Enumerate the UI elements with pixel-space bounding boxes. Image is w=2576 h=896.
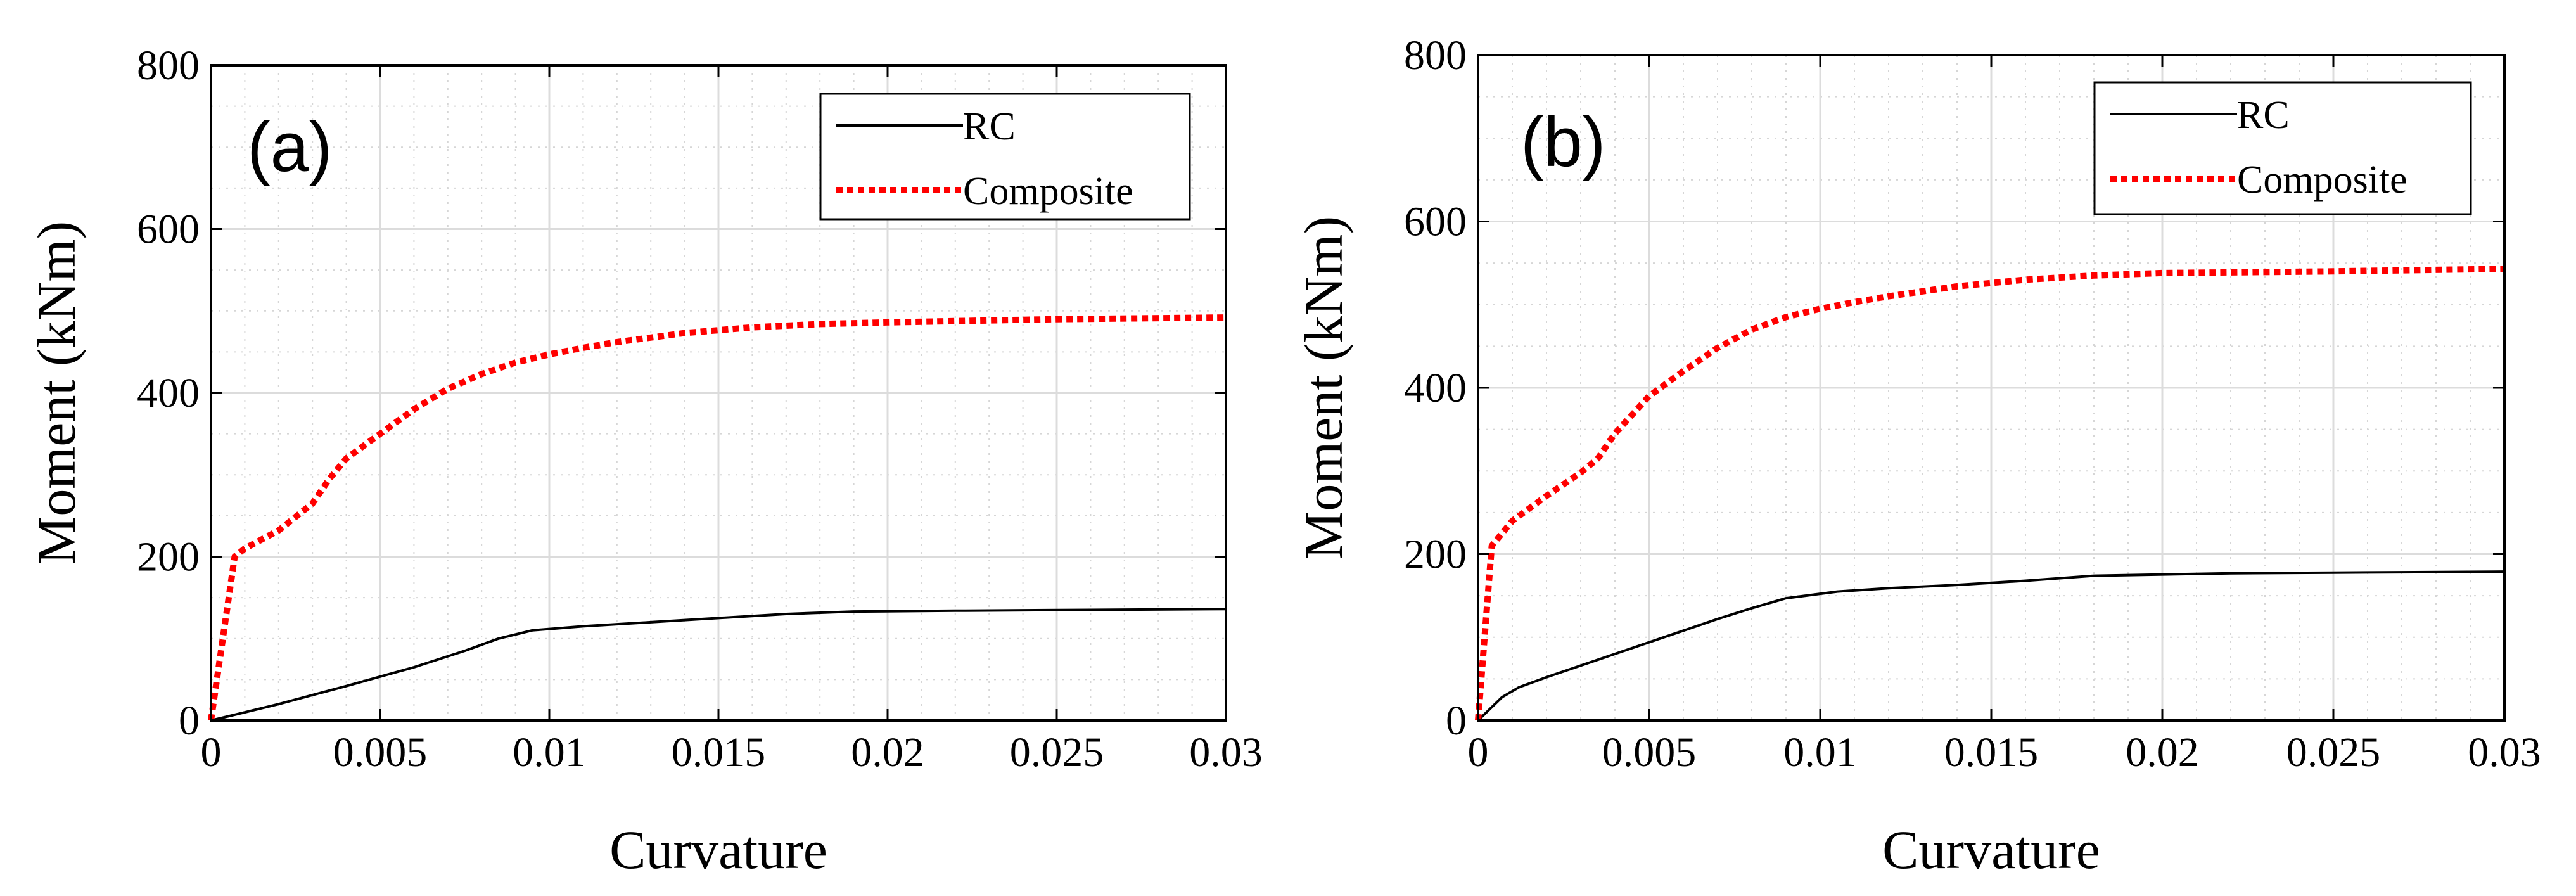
x-tick-label: 0.025 <box>1010 729 1104 776</box>
y-tick-label: 0 <box>1446 698 1467 744</box>
legend: RC Composite <box>819 93 1191 221</box>
y-tick-label: 200 <box>1404 532 1467 578</box>
y-tick-label: 400 <box>137 370 200 416</box>
series-line-rc <box>210 608 1227 722</box>
y-tick-label: 200 <box>137 534 200 580</box>
y-tick-label: 800 <box>137 42 200 89</box>
y-tick-label: 600 <box>1404 199 1467 245</box>
y-tick-label: 0 <box>179 698 200 744</box>
legend-label-rc: RC <box>963 105 1016 148</box>
x-tick-label: 0.005 <box>1602 729 1697 776</box>
y-tick-label: 600 <box>137 207 200 253</box>
y-tick-label: 800 <box>1404 32 1467 79</box>
series-line-composite <box>1475 266 2505 721</box>
y-axis-title: Moment (kNm) <box>26 221 87 565</box>
series-line-rc <box>1477 570 2505 722</box>
legend-label-composite: Composite <box>2237 158 2407 202</box>
x-tick-label: 0.025 <box>2286 729 2381 776</box>
x-tick-label: 0.02 <box>2126 729 2199 776</box>
legend-box <box>2093 81 2472 215</box>
panel-label: (b) <box>1521 103 1605 181</box>
chart-panel-1: 0 0.005 0.01 0.015 0.02 0.025 0.03 0 200 400 600 80… <box>26 42 1263 880</box>
series-line-composite <box>208 314 1227 721</box>
panel-label: (a) <box>247 108 332 186</box>
x-tick-label: 0.01 <box>513 729 586 776</box>
x-tick-label: 0.02 <box>851 729 924 776</box>
y-tick-label: 400 <box>1404 365 1467 411</box>
x-tick-label: 0.015 <box>672 729 766 776</box>
x-tick-label: 0 <box>201 729 222 776</box>
x-tick-label: 0.015 <box>1944 729 2039 776</box>
x-tick-label: 0.03 <box>2468 729 2541 776</box>
legend-label-composite: Composite <box>963 170 1133 213</box>
x-tick-label: 0.005 <box>333 729 428 776</box>
x-tick-label: 0 <box>1468 729 1489 776</box>
chart-panel-2: 0 0.005 0.01 0.015 0.02 0.025 0.03 0 200 400 600 80… <box>1293 32 2541 880</box>
y-axis-title: Moment (kNm) <box>1293 216 1354 560</box>
legend-label-rc: RC <box>2237 94 2290 137</box>
x-axis-title: Curvature <box>609 819 827 880</box>
legend: RC Composite <box>2093 81 2472 215</box>
x-tick-label: 0.03 <box>1189 729 1263 776</box>
legend-box <box>819 93 1191 221</box>
x-tick-label: 0.01 <box>1783 729 1857 776</box>
x-axis-title: Curvature <box>1882 819 2100 880</box>
